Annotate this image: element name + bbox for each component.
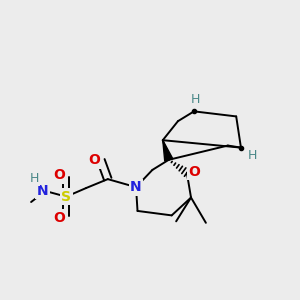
Polygon shape xyxy=(163,140,173,161)
Text: S: S xyxy=(61,190,71,204)
Text: N: N xyxy=(130,180,142,194)
Text: O: O xyxy=(53,211,65,225)
Text: H: H xyxy=(191,93,200,106)
Text: N: N xyxy=(37,184,48,198)
Text: O: O xyxy=(88,153,101,167)
Text: H: H xyxy=(29,172,39,185)
Text: H: H xyxy=(248,148,257,162)
Text: O: O xyxy=(53,168,65,182)
Text: O: O xyxy=(188,165,200,179)
